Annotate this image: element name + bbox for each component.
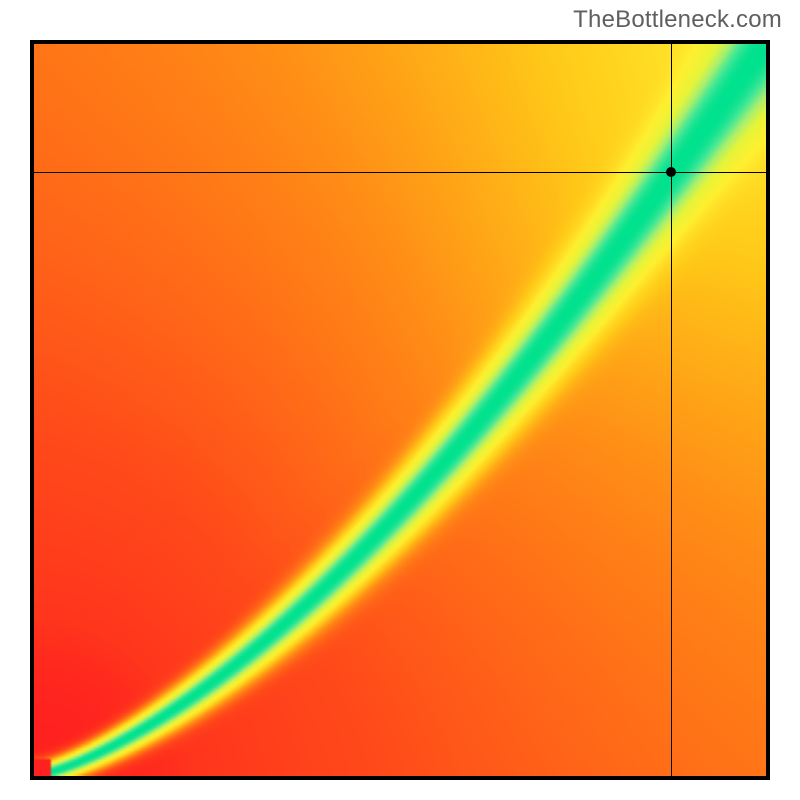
plot-frame xyxy=(30,40,770,780)
crosshair-vertical xyxy=(671,44,672,776)
crosshair-horizontal xyxy=(34,172,766,173)
heatmap-canvas xyxy=(34,44,766,776)
attribution-text: TheBottleneck.com xyxy=(573,6,782,34)
figure-root: TheBottleneck.com xyxy=(0,0,800,800)
crosshair-marker xyxy=(666,167,676,177)
